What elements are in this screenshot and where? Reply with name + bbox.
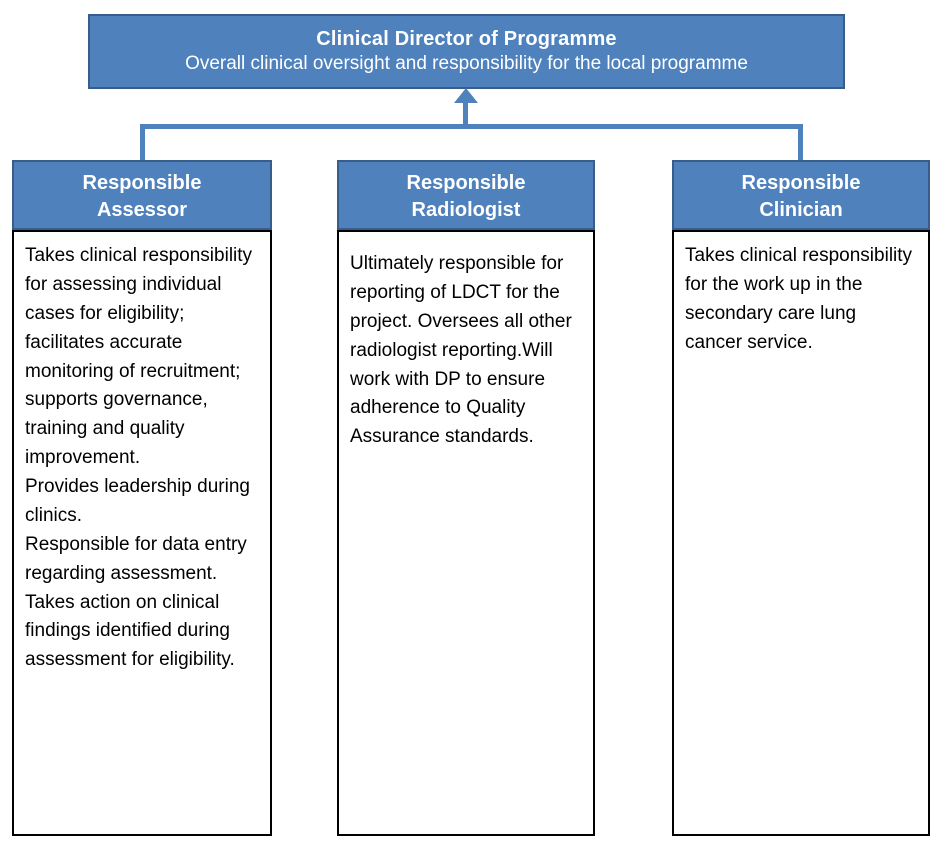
node-header-responsible-assessor: Responsible Assessor xyxy=(12,160,272,230)
node-header-responsible-radiologist: Responsible Radiologist xyxy=(337,160,595,230)
connector-right-stub xyxy=(798,124,803,161)
root-node-clinical-director: Clinical Director of Programme Overall c… xyxy=(88,14,845,89)
arrow-up-icon xyxy=(454,88,478,103)
node-body-responsible-clinician: Takes clinical responsibility for the wo… xyxy=(672,230,930,836)
root-node-title: Clinical Director of Programme xyxy=(316,28,617,50)
node-header-responsible-clinician: Responsible Clinician xyxy=(672,160,930,230)
connector-left-stub xyxy=(140,124,145,161)
connector-horizontal-line xyxy=(140,124,803,129)
root-node-subtitle: Overall clinical oversight and responsib… xyxy=(185,53,748,74)
node-body-responsible-assessor: Takes clinical responsibility for assess… xyxy=(12,230,272,836)
node-body-responsible-radiologist: Ultimately responsible for reporting of … xyxy=(337,230,595,836)
connector-middle-stub xyxy=(463,101,468,129)
